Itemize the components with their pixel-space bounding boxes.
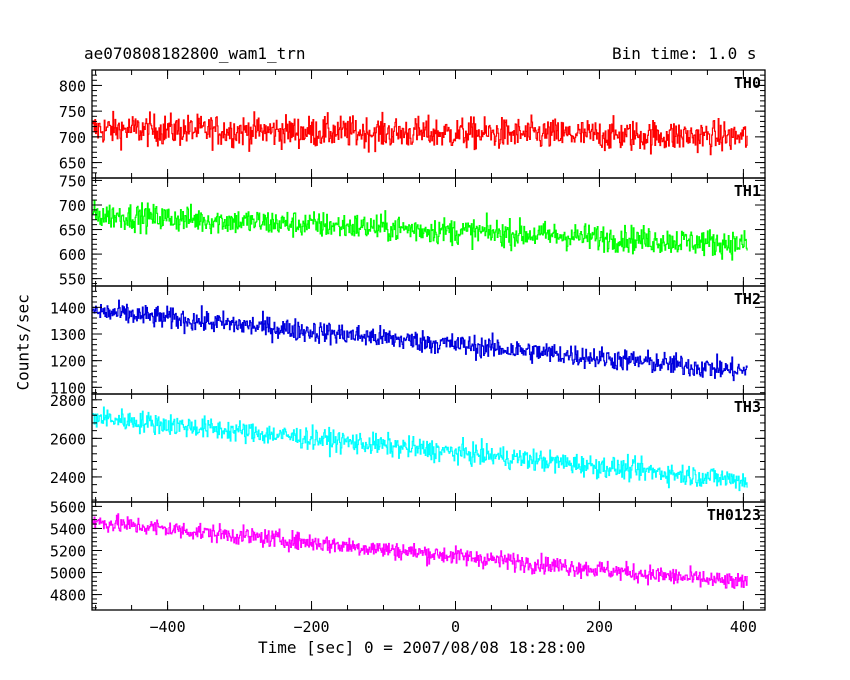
- y-tick-label: 1200: [50, 353, 86, 371]
- x-tick-label: 200: [586, 618, 613, 636]
- panel-label-th1: TH1: [734, 182, 761, 200]
- series-th0-line: [92, 110, 748, 156]
- y-tick-label: 1400: [50, 299, 86, 317]
- series-th1-line: [92, 199, 748, 261]
- panel-label-th3: TH3: [734, 398, 761, 416]
- series-th3-line: [92, 406, 748, 492]
- series-th0123-line: [92, 513, 748, 589]
- y-tick-label: 700: [59, 129, 86, 147]
- y-tick-label: 650: [59, 222, 86, 240]
- obs-id-label: ae070808182800_wam1_trn: [84, 44, 306, 63]
- x-tick-label: 400: [730, 618, 757, 636]
- panel-label-th0: TH0: [734, 74, 761, 92]
- y-tick-label: 5400: [50, 520, 86, 538]
- y-tick-label: 2600: [50, 430, 86, 448]
- y-tick-label: 800: [59, 77, 86, 95]
- y-tick-label: 1100: [50, 379, 86, 397]
- y-tick-label: 5000: [50, 565, 86, 583]
- y-tick-label: 1300: [50, 326, 86, 344]
- panel-label-th0123: TH0123: [707, 506, 761, 524]
- x-tick-label: −200: [293, 618, 329, 636]
- series-th2-line: [92, 299, 748, 382]
- y-tick-label: 5600: [50, 498, 86, 516]
- x-axis-label: Time [sec] 0 = 2007/08/08 18:28:00: [258, 638, 586, 657]
- x-tick-label: 0: [451, 618, 460, 636]
- panel-label-th2: TH2: [734, 290, 761, 308]
- y-tick-label: 5200: [50, 542, 86, 560]
- y-tick-label: 700: [59, 197, 86, 215]
- y-tick-label: 2800: [50, 392, 86, 410]
- bin-time-label: Bin time: 1.0 s: [612, 44, 757, 63]
- y-tick-label: 650: [59, 155, 86, 173]
- x-tick-label: −400: [150, 618, 186, 636]
- y-tick-label: 750: [59, 103, 86, 121]
- panel-frame-th0123: [91, 501, 766, 611]
- y-tick-label: 550: [59, 271, 86, 289]
- y-tick-label: 750: [59, 172, 86, 190]
- y-tick-label: 2400: [50, 469, 86, 487]
- y-tick-label: 600: [59, 246, 86, 264]
- y-tick-label: 4800: [50, 587, 86, 605]
